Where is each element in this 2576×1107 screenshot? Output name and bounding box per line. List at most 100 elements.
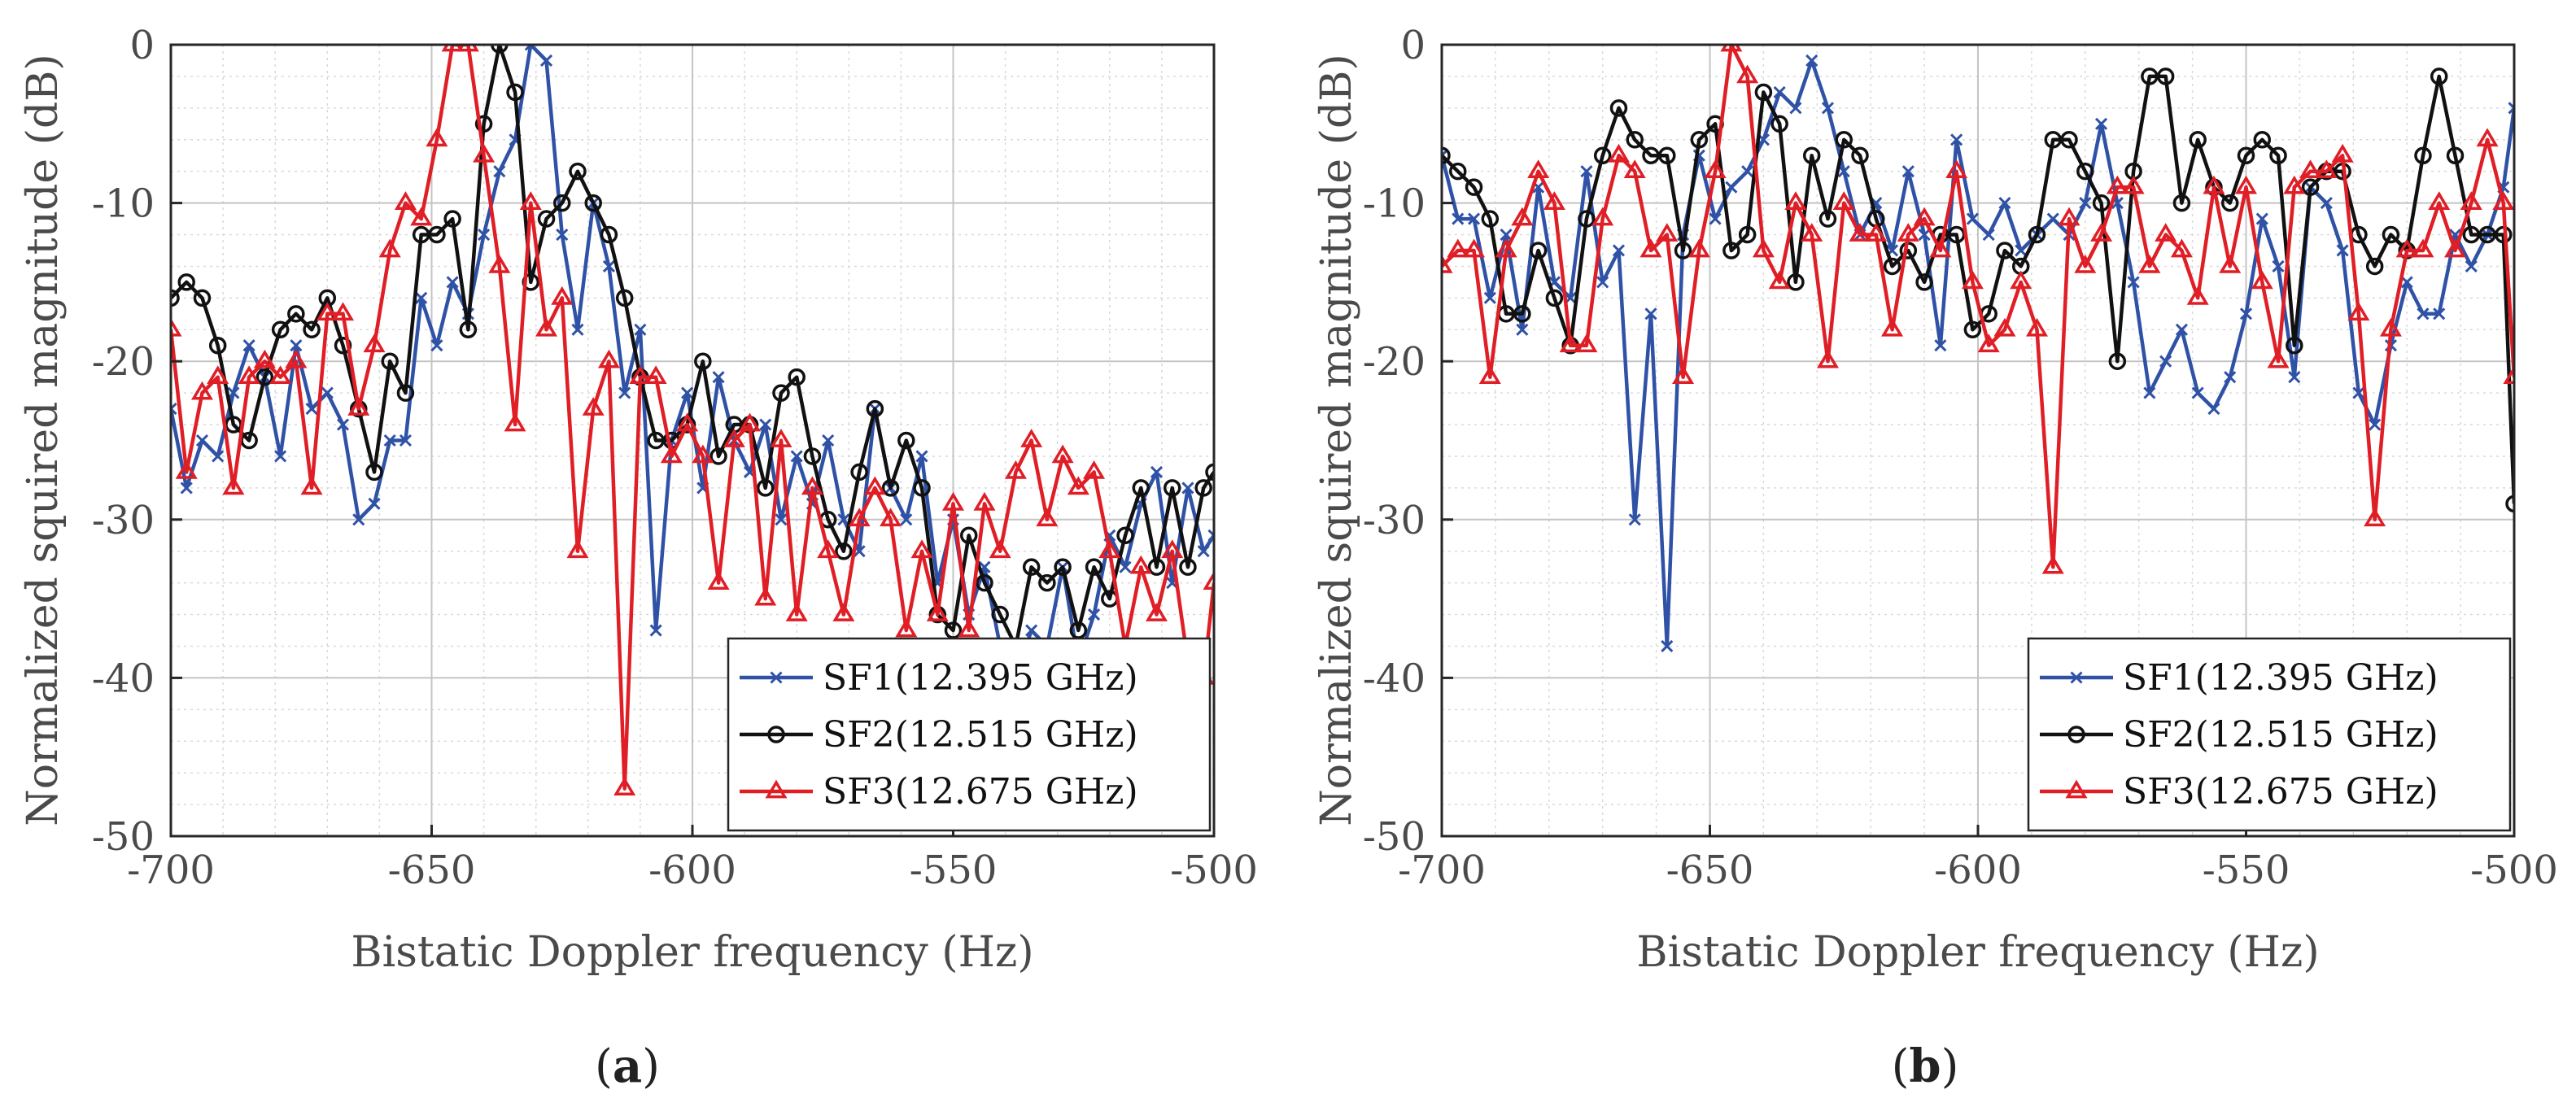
legend-label: SF1(12.395 GHz) bbox=[2123, 657, 2438, 699]
data-point bbox=[2156, 68, 2175, 85]
panel-caption: (b) bbox=[1892, 1039, 1959, 1093]
data-point bbox=[910, 539, 933, 559]
panel-caption: (a) bbox=[595, 1039, 660, 1093]
data-point bbox=[712, 371, 725, 384]
data-point bbox=[759, 418, 772, 431]
data-point bbox=[2010, 270, 2032, 290]
data-point bbox=[171, 317, 182, 337]
data-point bbox=[2336, 244, 2349, 257]
data-point bbox=[2299, 159, 2322, 179]
data-point bbox=[571, 323, 584, 336]
x-tick-label: -500 bbox=[1170, 848, 1258, 893]
data-point bbox=[1816, 349, 1840, 368]
data-point bbox=[1085, 558, 1103, 576]
data-point bbox=[1835, 131, 1853, 149]
data-point bbox=[600, 225, 618, 244]
data-point bbox=[271, 320, 290, 339]
data-point bbox=[895, 618, 918, 638]
data-point bbox=[352, 513, 365, 526]
data-point bbox=[238, 365, 260, 385]
data-point bbox=[1818, 210, 1837, 228]
data-point bbox=[428, 225, 446, 244]
data-point bbox=[1929, 238, 1952, 258]
data-point bbox=[285, 349, 308, 368]
data-point bbox=[618, 386, 631, 399]
series-line bbox=[1442, 74, 2514, 504]
data-point bbox=[1784, 191, 1807, 210]
data-point bbox=[1736, 64, 1759, 84]
data-point bbox=[1752, 238, 1775, 258]
data-point bbox=[2155, 223, 2177, 242]
data-point bbox=[1591, 207, 1614, 226]
data-point bbox=[1025, 624, 1038, 637]
data-point bbox=[756, 479, 775, 497]
data-point bbox=[1961, 270, 1984, 290]
data-point bbox=[1690, 131, 1709, 149]
data-point bbox=[989, 539, 1011, 559]
data-point bbox=[676, 412, 699, 432]
data-point bbox=[2186, 285, 2209, 305]
data-point bbox=[2224, 371, 2237, 384]
data-point bbox=[1483, 291, 1496, 304]
data-point bbox=[770, 429, 792, 447]
y-tick-label: -30 bbox=[1363, 498, 1426, 543]
data-point bbox=[2251, 270, 2273, 290]
data-point bbox=[1644, 307, 1657, 320]
data-point bbox=[837, 513, 850, 526]
data-point bbox=[212, 450, 225, 463]
data-point bbox=[790, 450, 803, 463]
caption-letter-b: b bbox=[1909, 1039, 1941, 1093]
data-point bbox=[2320, 197, 2333, 210]
data-point bbox=[2095, 117, 2108, 130]
data-point bbox=[1150, 465, 1164, 478]
data-point bbox=[2092, 194, 2111, 212]
data-point bbox=[1674, 242, 1692, 259]
data-point bbox=[321, 386, 334, 399]
y-tick-label: 0 bbox=[129, 23, 155, 68]
data-point bbox=[2203, 175, 2225, 194]
data-point bbox=[692, 444, 714, 464]
data-point bbox=[1467, 212, 1481, 225]
data-point bbox=[2079, 197, 2092, 210]
data-point bbox=[1098, 539, 1121, 559]
data-point bbox=[1626, 131, 1644, 149]
data-point bbox=[1805, 54, 1818, 68]
data-point bbox=[1607, 143, 1630, 163]
data-point bbox=[1851, 146, 1869, 164]
data-point bbox=[2331, 143, 2354, 163]
data-point bbox=[2347, 302, 2370, 321]
y-tick-label: 0 bbox=[1400, 23, 1426, 68]
y-tick-label: -50 bbox=[92, 814, 155, 860]
data-point bbox=[1950, 133, 1963, 146]
data-point bbox=[976, 573, 993, 592]
data-point bbox=[1067, 476, 1089, 495]
data-point bbox=[2462, 225, 2481, 244]
data-point bbox=[1203, 571, 1214, 590]
data-point bbox=[1529, 242, 1548, 259]
data-point bbox=[913, 479, 931, 497]
data-point bbox=[190, 381, 213, 400]
data-point bbox=[551, 285, 574, 305]
data-point bbox=[175, 460, 198, 479]
data-point bbox=[253, 349, 276, 368]
data-point bbox=[1129, 555, 1152, 574]
data-point bbox=[991, 605, 1009, 624]
data-point bbox=[334, 336, 352, 355]
data-point bbox=[1993, 317, 2016, 337]
data-point bbox=[2108, 352, 2127, 370]
data-point bbox=[2460, 191, 2482, 210]
data-point bbox=[1516, 323, 1529, 336]
legend-marker bbox=[767, 726, 785, 743]
data-point bbox=[524, 45, 537, 51]
legend-marker bbox=[765, 779, 788, 799]
data-point bbox=[582, 397, 605, 416]
data-point bbox=[613, 777, 636, 795]
data-point bbox=[788, 368, 806, 386]
legend-entry: SF2(12.515 GHz) bbox=[2040, 714, 2438, 756]
data-point bbox=[556, 228, 569, 242]
data-point bbox=[2503, 365, 2514, 385]
data-point bbox=[399, 434, 413, 447]
series-line bbox=[1442, 59, 2514, 648]
data-point bbox=[506, 83, 524, 102]
data-point bbox=[1725, 181, 1738, 194]
